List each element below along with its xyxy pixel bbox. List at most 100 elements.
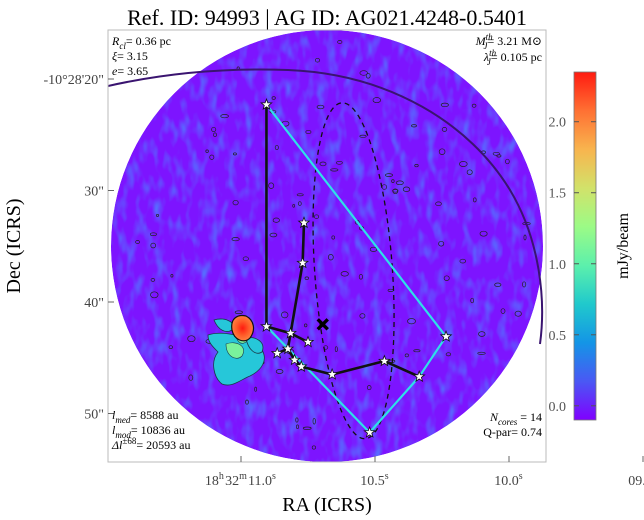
contour <box>372 97 381 104</box>
core-marker <box>288 353 301 366</box>
contour <box>478 331 486 337</box>
contour <box>459 161 468 167</box>
contour <box>316 104 325 110</box>
contour <box>272 217 280 223</box>
contour <box>404 353 409 358</box>
contour <box>407 318 416 325</box>
contour <box>411 124 417 128</box>
contour <box>359 134 367 138</box>
y-axis-label: Dec (ICRS) <box>3 199 25 294</box>
contour <box>359 70 368 76</box>
colorbar-tick-label: 2.0 <box>549 116 567 131</box>
chart-title: Ref. ID: 94993 | AG ID: AG021.4248-0.540… <box>127 5 527 30</box>
contour <box>500 308 506 314</box>
core-marker <box>296 256 309 269</box>
y-tick-label: 40" <box>84 296 104 311</box>
contour <box>514 310 522 317</box>
x-tick-label: 09.5s <box>628 471 644 489</box>
colorbar-tick-label: 1.0 <box>549 258 567 273</box>
peak-marker <box>316 318 329 331</box>
contour <box>245 399 249 405</box>
y-axis-ticks: -10°28'20" 30" 40" 50" <box>44 73 114 423</box>
contour <box>268 182 275 189</box>
top-right-annotation: λth J= 0.105 pc <box>483 48 542 67</box>
top-right-annotation: Mth J= 3.21 M⊙ <box>475 32 542 51</box>
contour <box>275 369 284 374</box>
x-tick-label: 10.0s <box>494 471 524 489</box>
core-layer <box>260 97 453 438</box>
contour <box>435 201 442 207</box>
contour <box>477 351 486 355</box>
contour <box>438 240 445 247</box>
mst-edge <box>383 359 421 379</box>
contour <box>168 345 173 349</box>
outer-circles <box>108 68 544 462</box>
contour <box>391 179 395 183</box>
contour <box>295 417 299 423</box>
contour <box>312 417 316 425</box>
contour <box>505 158 510 165</box>
contour <box>392 188 399 195</box>
contour <box>274 144 279 151</box>
contour <box>331 235 335 240</box>
contour <box>479 230 488 237</box>
contour <box>269 232 278 238</box>
contour <box>413 349 421 353</box>
contour <box>150 291 159 299</box>
contour <box>232 152 237 156</box>
bottom-left-annotation: Δl±68= 20593 au <box>111 436 190 452</box>
y-tick-label: 50" <box>84 408 104 423</box>
contour <box>466 169 473 175</box>
contour <box>395 180 404 186</box>
contour <box>402 186 411 192</box>
x-tick-label: 18h 32m 11.0s <box>205 471 277 489</box>
contour <box>209 154 215 160</box>
colorbar-tick-label: 0.5 <box>549 329 567 344</box>
contour <box>220 114 229 119</box>
bottom-right-annotation: Ncores = 14 <box>489 410 542 427</box>
contour <box>296 193 304 197</box>
contour <box>438 148 446 155</box>
contour <box>459 258 467 264</box>
contour <box>523 234 527 241</box>
contour <box>313 214 320 219</box>
contour <box>414 164 419 168</box>
contour <box>297 201 302 206</box>
contour <box>369 246 378 252</box>
core-marker <box>281 342 295 355</box>
y-tick-label: 30" <box>84 185 104 200</box>
bottom-left-annotation: lmed= 8588 au <box>112 408 178 425</box>
contour <box>327 254 334 261</box>
top-left-annotation: ξ= 3.15 <box>112 49 148 63</box>
contour <box>135 240 140 244</box>
contour <box>445 352 452 357</box>
core-marker <box>260 97 273 111</box>
colorbar-label: mJy/beam <box>615 213 632 279</box>
contour <box>314 57 321 63</box>
contour <box>304 323 308 328</box>
contour <box>187 335 196 343</box>
colorbar-tick-label: 0.0 <box>549 400 567 415</box>
contour <box>336 160 343 165</box>
contour <box>271 96 276 100</box>
bottom-right-annotation: Q-par= 0.74 <box>483 425 542 439</box>
contour <box>492 151 500 156</box>
contour <box>494 282 502 287</box>
contour <box>205 149 209 153</box>
colorbar-body <box>573 71 597 421</box>
contour <box>281 311 289 319</box>
plot-frame <box>107 29 547 463</box>
core-marker <box>297 216 311 229</box>
contour <box>330 168 339 172</box>
contour <box>231 237 240 242</box>
contour <box>234 310 243 314</box>
contour <box>304 276 309 280</box>
emission-map <box>111 30 543 462</box>
peak-source <box>231 314 255 342</box>
contour <box>150 242 156 249</box>
contour <box>232 199 239 206</box>
contour <box>471 103 477 108</box>
contour <box>150 278 156 282</box>
contour <box>358 274 363 280</box>
